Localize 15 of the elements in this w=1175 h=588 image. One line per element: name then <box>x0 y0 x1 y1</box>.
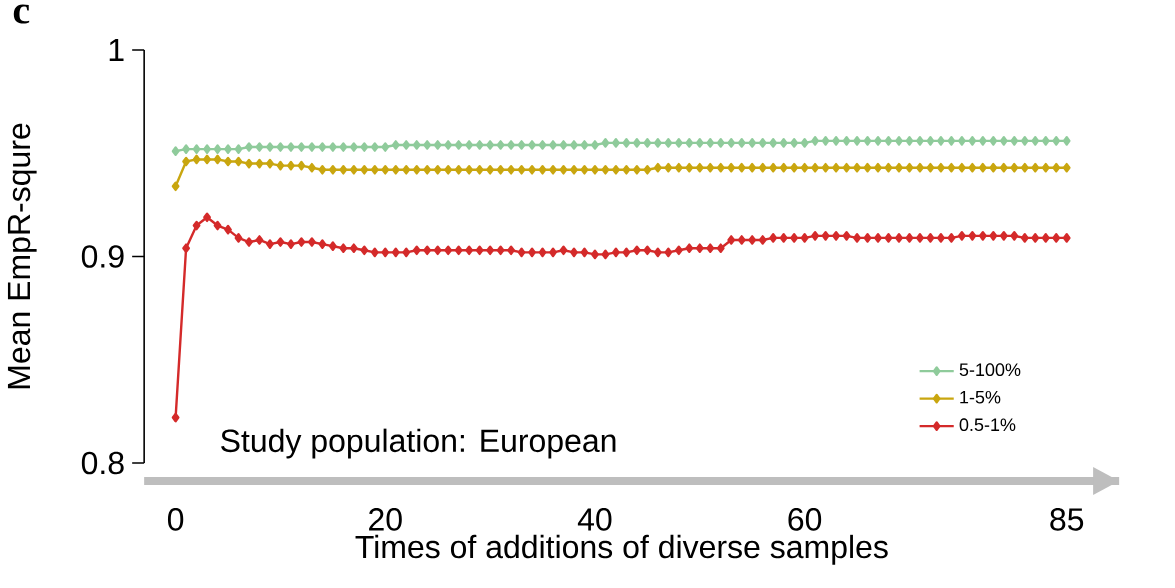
x-tick-label: 0 <box>167 508 184 531</box>
legend-label: 0.5-1% <box>959 418 1016 432</box>
y-axis-title: Mean EmpR-squre <box>7 123 37 389</box>
y-tick-label: 1 <box>109 38 124 61</box>
x-axis-title: Times of additions of diverse samples <box>355 534 888 565</box>
x-tick-label: 20 <box>369 508 402 531</box>
x-tick-label: 60 <box>788 508 822 531</box>
text: c <box>13 4 30 24</box>
legend-label: 5-100% <box>959 363 1021 377</box>
x-tick-label: 85 <box>1050 508 1084 531</box>
annotation: Study population: European <box>221 428 616 459</box>
y-tick-label: 0.8 <box>81 451 124 475</box>
y-tick-label: 0.9 <box>81 245 124 268</box>
legend-label: 1-5% <box>960 390 1001 404</box>
x-tick-label: 40 <box>577 508 612 531</box>
